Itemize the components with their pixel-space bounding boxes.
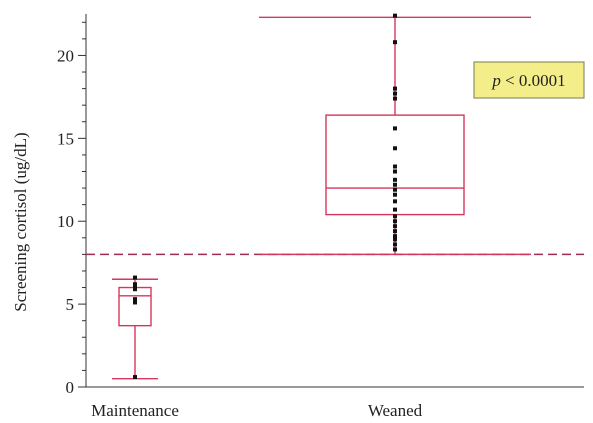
data-point	[393, 91, 397, 96]
box-weaned	[259, 13, 531, 256]
data-point	[393, 224, 397, 229]
y-tick-label: 5	[66, 295, 75, 314]
y-axis-label-group: Screening cortisol (ug/dL)	[11, 132, 30, 311]
axes: 0 5 10 15 20 Maintenance Weaned	[57, 14, 584, 420]
data-point	[393, 247, 397, 252]
data-point	[393, 13, 397, 18]
data-point	[133, 300, 137, 305]
annotation-p: p	[491, 71, 501, 90]
data-point	[393, 207, 397, 212]
y-axis-label: Screening cortisol (ug/dL)	[11, 132, 30, 311]
y-tick-label: 20	[57, 46, 74, 65]
data-point	[393, 214, 397, 219]
data-point	[393, 199, 397, 204]
data-point	[133, 285, 137, 290]
data-point	[393, 146, 397, 151]
data-point	[393, 237, 397, 242]
y-tick-label: 10	[57, 212, 74, 231]
data-point	[393, 219, 397, 224]
data-point	[393, 164, 397, 169]
x-tick-label: Weaned	[368, 401, 423, 420]
data-point	[393, 177, 397, 182]
data-point	[133, 375, 137, 380]
annotation-box	[473, 61, 585, 99]
data-point	[393, 169, 397, 174]
data-point	[133, 275, 137, 280]
data-point	[393, 242, 397, 247]
x-tick-label: Maintenance	[91, 401, 179, 420]
data-point	[393, 126, 397, 131]
data-point	[393, 192, 397, 197]
p-value-annotation: p < 0.0001	[473, 61, 585, 99]
box-iqr	[118, 286, 152, 327]
annotation-rest: < 0.0001	[501, 71, 566, 90]
y-tick-label: 0	[66, 378, 75, 397]
data-point	[393, 86, 397, 91]
data-point	[393, 96, 397, 101]
data-point	[133, 297, 137, 302]
data-point	[393, 182, 397, 187]
y-tick-label: 15	[57, 129, 74, 148]
annotation-text: p < 0.0001	[491, 71, 565, 90]
data-point	[133, 282, 137, 287]
boxes	[112, 13, 531, 380]
box-maintenance	[112, 275, 158, 380]
data-point	[393, 40, 397, 45]
data-point	[393, 234, 397, 239]
data-point	[393, 187, 397, 192]
data-point	[393, 229, 397, 234]
